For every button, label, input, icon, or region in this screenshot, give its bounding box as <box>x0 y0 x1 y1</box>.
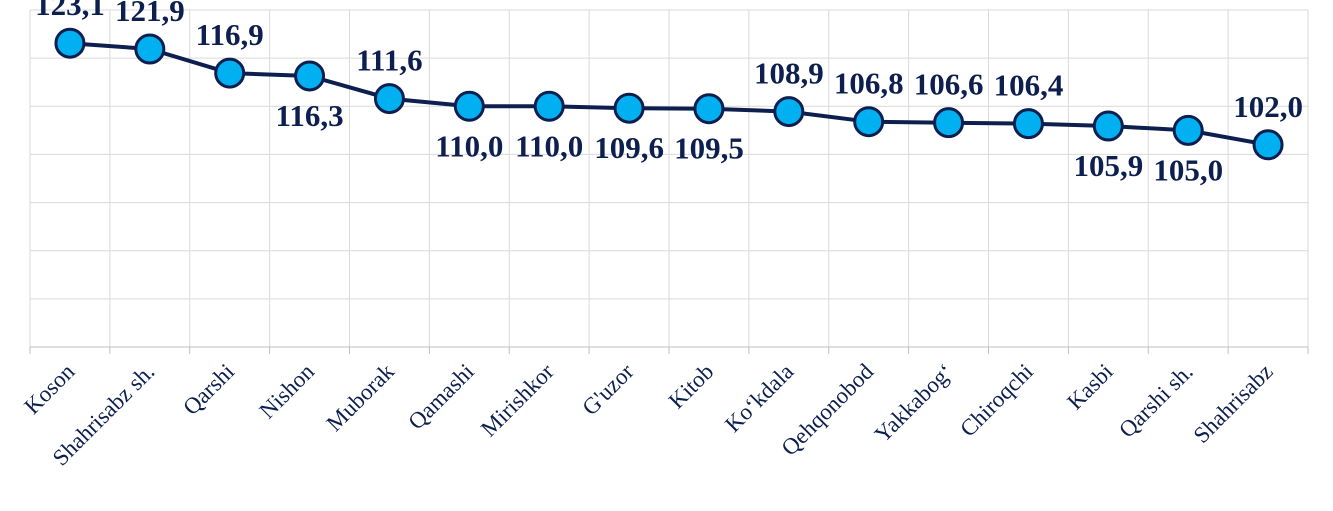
category-label: G'uzor <box>577 359 638 420</box>
data-point <box>134 33 166 65</box>
data-label: 108,9 <box>754 56 824 91</box>
data-point <box>693 93 725 125</box>
data-points <box>54 27 1284 161</box>
data-point <box>214 57 246 89</box>
data-label: 106,8 <box>834 66 904 101</box>
category-label: Muborak <box>322 359 400 437</box>
data-label: 116,3 <box>276 98 344 133</box>
data-label: 116,9 <box>196 17 264 52</box>
data-label: 106,6 <box>914 67 984 102</box>
category-label: Nishon <box>254 359 319 424</box>
series-line <box>69 41 1269 147</box>
data-point <box>54 27 86 59</box>
data-label: 121,9 <box>115 0 185 28</box>
data-label: 123,1 <box>35 0 105 22</box>
category-label: Qamashi <box>403 359 478 434</box>
category-label: Koson <box>19 359 80 420</box>
category-label: Ko‘kdala <box>720 359 798 437</box>
data-point <box>773 96 805 128</box>
data-point <box>933 107 965 139</box>
data-point <box>853 106 885 138</box>
data-labels: 123,1 121,9 116,9 116,3 111,6 110,0 110,0 109,6… <box>35 0 1303 187</box>
data-label: 105,0 <box>1153 152 1223 187</box>
data-label: 106,4 <box>994 68 1064 103</box>
category-label: Qarshi sh. <box>1114 359 1198 443</box>
data-label: 109,6 <box>594 130 664 165</box>
gridlines <box>29 9 1309 347</box>
x-axis <box>29 346 1309 354</box>
category-label: Shahrisabz <box>1189 359 1278 448</box>
data-label: 110,0 <box>515 128 583 163</box>
category-label: Chiroqchi <box>955 359 1038 442</box>
category-label: Kasbi <box>1062 359 1118 415</box>
category-label: Qarshi <box>178 359 239 420</box>
data-point <box>373 83 405 115</box>
data-label: 111,6 <box>356 43 422 78</box>
category-label: Kitob <box>664 359 719 414</box>
data-point <box>613 92 645 124</box>
data-label: 102,0 <box>1233 89 1303 124</box>
data-label: 109,5 <box>674 131 744 166</box>
data-point <box>1252 129 1284 161</box>
data-point <box>1012 108 1044 140</box>
category-label: Yakkabog‘ <box>870 359 958 447</box>
data-label: 105,9 <box>1073 148 1143 183</box>
data-point <box>294 60 326 92</box>
data-point <box>1172 114 1204 146</box>
category-label: Mirishkor <box>476 359 559 442</box>
data-point <box>1092 110 1124 142</box>
data-label: 110,0 <box>435 128 503 163</box>
data-point <box>533 90 565 122</box>
data-point <box>453 90 485 122</box>
